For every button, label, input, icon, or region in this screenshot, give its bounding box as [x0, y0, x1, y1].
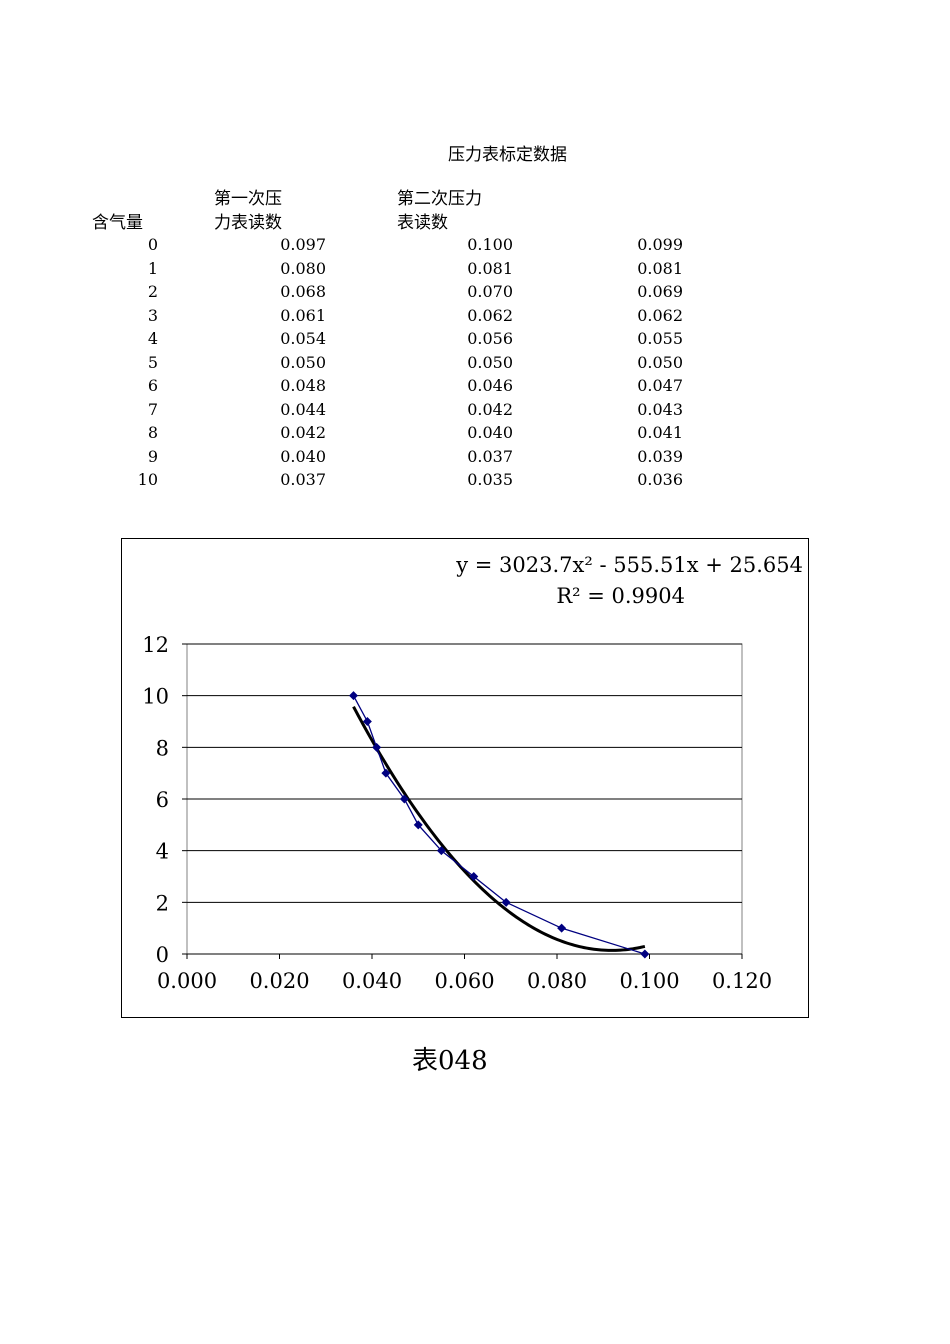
- table-cell: 10: [137, 470, 158, 489]
- table-cell: 5: [147, 352, 158, 372]
- table-cell: 0.048: [280, 376, 326, 395]
- header-first-reading-line1: 第一次压: [214, 189, 282, 209]
- calibration-table: 0 0.097 0.100 0.099 1 0.080 0.081 0.081 2 0.068 0.…: [0, 234, 950, 493]
- table-cell: 0: [147, 235, 158, 254]
- table-cell: 9: [147, 446, 158, 466]
- table-cell: 0.042: [467, 399, 513, 419]
- table-cell: 0.044: [280, 399, 326, 419]
- data-point: [362, 717, 372, 726]
- header-first-reading: 第一次压 力表读数: [214, 187, 282, 235]
- table-cell: 0.099: [637, 235, 683, 254]
- table-cell: 0.037: [280, 470, 326, 489]
- trendline-equation: y = 3023.7x² - 555.51x + 25.654: [455, 553, 803, 577]
- table-cell: 2: [147, 282, 158, 301]
- table-cell: 0.061: [280, 305, 326, 325]
- table-row: 1 0.080 0.081 0.081: [0, 258, 950, 282]
- data-point: [436, 846, 446, 856]
- data-point: [381, 768, 391, 778]
- table-row: 5 0.050 0.050 0.050: [0, 352, 950, 376]
- page-title: 压力表标定数据: [448, 145, 567, 165]
- table-cell: 0.040: [280, 446, 326, 466]
- table-cell: 3: [147, 305, 158, 325]
- table-row: 2 0.068 0.070 0.069: [0, 281, 950, 305]
- table-cell: 0.068: [280, 282, 326, 301]
- x-tick-label: 0.020: [249, 969, 309, 993]
- table-cell: 1: [147, 258, 158, 278]
- calibration-chart: y = 3023.7x² - 555.51x + 25.654 R² = 0.9…: [142, 553, 803, 993]
- table-cell: 0.062: [467, 305, 513, 325]
- chart-frame: y = 3023.7x² - 555.51x + 25.654 R² = 0.9…: [121, 538, 809, 1018]
- table-cell: 7: [147, 399, 158, 419]
- table-row: 0 0.097 0.100 0.099: [0, 234, 950, 258]
- table-cell: 0.042: [280, 423, 326, 442]
- y-tick-label: 10: [142, 685, 169, 709]
- data-point: [413, 820, 423, 830]
- table-cell: 0.046: [467, 376, 513, 395]
- table-cell: 4: [147, 329, 158, 348]
- data-point: [501, 897, 511, 907]
- table-row: 8 0.042 0.040 0.041: [0, 422, 950, 446]
- table-cell: 0.081: [637, 258, 683, 278]
- table-cell: 0.050: [467, 352, 513, 372]
- x-tick-label: 0.000: [157, 969, 217, 993]
- table-cell: 0.069: [637, 282, 683, 301]
- header-second-reading: 第二次压力 表读数: [397, 187, 482, 235]
- x-tick-label: 0.120: [712, 969, 772, 993]
- table-cell: 0.047: [637, 376, 683, 395]
- table-cell: 0.050: [637, 352, 683, 372]
- data-point: [557, 923, 567, 933]
- table-cell: 0.043: [637, 399, 683, 419]
- table-cell: 0.080: [280, 258, 326, 278]
- table-row: 7 0.044 0.042 0.043: [0, 399, 950, 423]
- table-cell: 0.041: [637, 423, 683, 442]
- table-cell: 0.054: [280, 329, 326, 348]
- trendline-r-squared: R² = 0.9904: [556, 584, 685, 608]
- table-cell: 6: [147, 376, 158, 395]
- table-row: 10 0.037 0.035 0.036: [0, 469, 950, 493]
- table-row: 6 0.048 0.046 0.047: [0, 375, 950, 399]
- data-point: [399, 794, 409, 804]
- table-cell: 0.039: [637, 446, 683, 466]
- header-first-reading-line2: 力表读数: [214, 213, 282, 233]
- table-cell: 0.097: [280, 235, 326, 254]
- series-line: [352, 695, 646, 955]
- table-cell: 0.081: [467, 258, 513, 278]
- trendline: [352, 705, 646, 952]
- table-cell: 8: [147, 423, 158, 442]
- header-second-reading-line2: 表读数: [397, 213, 448, 233]
- header-second-reading-line1: 第二次压力: [397, 189, 482, 209]
- y-tick-label: 6: [156, 788, 169, 812]
- table-row: 4 0.054 0.056 0.055: [0, 328, 950, 352]
- x-tick-label: 0.060: [434, 969, 494, 993]
- y-tick-label: 0: [156, 943, 169, 967]
- y-tick-label: 12: [142, 633, 169, 657]
- table-cell: 0.050: [280, 352, 326, 372]
- x-tick-label: 0.080: [527, 969, 587, 993]
- figure-caption: 表048: [412, 1046, 488, 1076]
- data-point: [349, 691, 358, 701]
- header-gas-content: 含气量: [92, 213, 143, 233]
- table-row: 9 0.040 0.037 0.039: [0, 446, 950, 470]
- data-point: [640, 949, 650, 959]
- table-cell: 0.037: [467, 446, 513, 466]
- table-cell: 0.035: [467, 470, 513, 489]
- table-cell: 0.100: [467, 235, 513, 254]
- data-point: [469, 872, 479, 881]
- table-cell: 0.055: [637, 329, 683, 348]
- table-cell: 0.070: [467, 282, 513, 301]
- y-tick-label: 4: [156, 840, 169, 864]
- table-cell: 0.040: [467, 423, 513, 442]
- y-tick-label: 2: [156, 891, 169, 915]
- data-point: [372, 742, 382, 752]
- x-tick-label: 0.040: [342, 969, 402, 993]
- table-cell: 0.036: [637, 470, 683, 489]
- table-cell: 0.062: [637, 305, 683, 325]
- table-row: 3 0.061 0.062 0.062: [0, 305, 950, 329]
- plot-area: 0 2 4 6 8 10 12 0.000 0.020 0.040 0.060 0.080 0.100 0…: [142, 633, 772, 993]
- y-tick-label: 8: [156, 736, 169, 760]
- x-tick-label: 0.100: [619, 969, 679, 993]
- table-cell: 0.056: [467, 329, 513, 348]
